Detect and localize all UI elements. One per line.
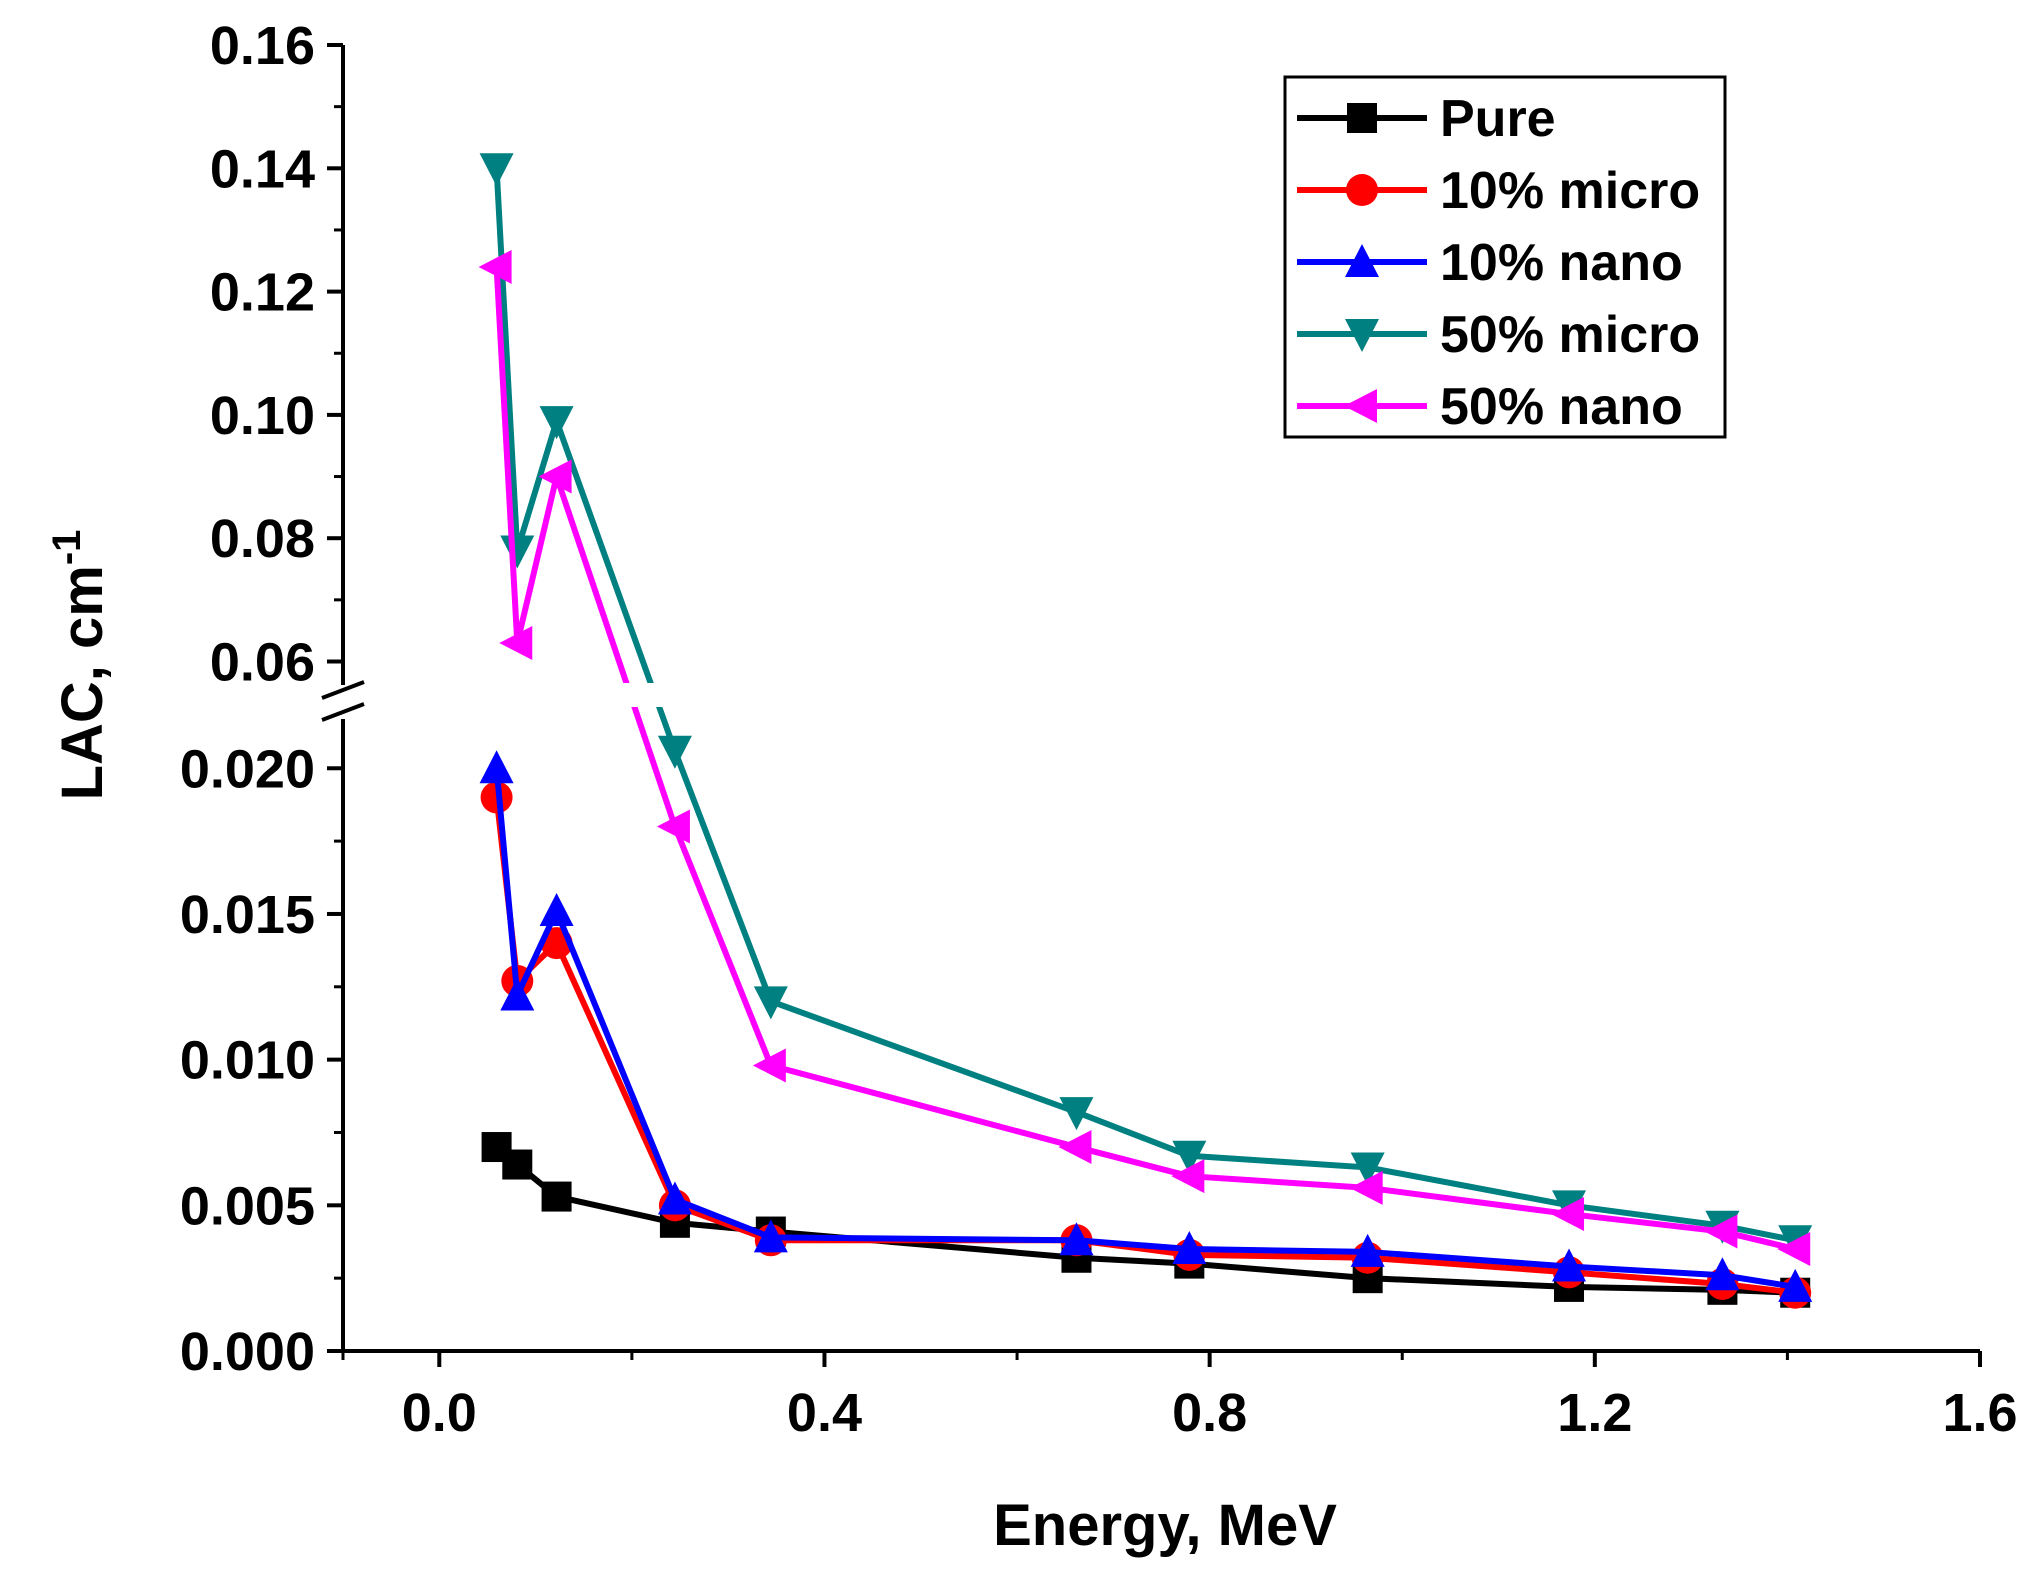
data-point <box>1777 1232 1811 1267</box>
legend-marker <box>1344 389 1377 423</box>
svg-text:LAC, cm-1: LAC, cm-1 <box>45 530 115 801</box>
y-tick-label-lower: 0.015 <box>180 885 315 945</box>
data-point <box>500 535 535 569</box>
x-tick-label: 0.0 <box>402 1383 477 1443</box>
break-gap-band <box>346 683 1983 707</box>
data-point <box>1778 1268 1813 1302</box>
data-point <box>539 406 574 440</box>
y-axis-title-main: LAC, cm <box>50 565 115 800</box>
data-point <box>752 1048 786 1083</box>
data-point <box>1349 1170 1383 1205</box>
data-point <box>1172 1140 1207 1174</box>
y-tick-label-upper: 0.12 <box>210 263 315 323</box>
legend-item: 50% nano <box>1297 378 1683 436</box>
series-layer <box>346 153 1983 1309</box>
y-tick-label-lower: 0.000 <box>180 1322 315 1382</box>
y-tick-label-lower: 0.005 <box>180 1176 315 1236</box>
data-point <box>479 750 514 784</box>
x-tick-label: 0.4 <box>787 1383 862 1443</box>
data-point <box>541 1181 572 1212</box>
x-tick-label: 1.2 <box>1557 1383 1632 1443</box>
data-point <box>539 893 574 927</box>
y-tick-label-upper: 0.14 <box>210 139 315 199</box>
legend-label: 10% micro <box>1440 162 1700 220</box>
ticks-layer: 0.0 0.4 0.8 1.2 1.6 0.000 0.005 0.010 0.015 0.020… <box>180 16 2018 1443</box>
data-point <box>1058 1130 1092 1165</box>
legend-label: 50% nano <box>1440 378 1683 436</box>
y-tick-label-lower: 0.020 <box>180 739 315 799</box>
data-point <box>1350 1152 1385 1186</box>
y-tick-label-lower: 0.010 <box>180 1031 315 1091</box>
y-tick-label-upper: 0.06 <box>210 633 315 693</box>
legend-marker <box>1347 103 1377 133</box>
data-point <box>1552 1248 1587 1282</box>
x-axis-title: Energy, MeV <box>993 1493 1337 1558</box>
legend-label: 50% micro <box>1440 306 1700 364</box>
legend-item: Pure <box>1297 90 1556 148</box>
data-point <box>657 1181 692 1215</box>
y-tick-label-upper: 0.10 <box>210 386 315 446</box>
legend-item: 10% micro <box>1297 162 1700 220</box>
legend-label: 10% nano <box>1440 234 1683 292</box>
data-point <box>1172 1231 1207 1265</box>
data-point <box>657 735 692 769</box>
data-point <box>478 249 512 284</box>
axis-break-slash-upper <box>321 680 365 700</box>
data-point <box>1704 1214 1738 1249</box>
y-axis-title-superscript: -1 <box>45 530 89 566</box>
series-50-micro <box>479 153 1813 1259</box>
legend-marker <box>1345 319 1379 352</box>
y-tick-label-upper: 0.08 <box>210 509 315 569</box>
legend-item: 10% nano <box>1297 234 1683 292</box>
y-axis-title: LAC, cm-1 <box>45 530 115 801</box>
data-point <box>500 977 535 1011</box>
legend-label: Pure <box>1440 90 1556 148</box>
data-point <box>1350 1233 1385 1267</box>
data-point <box>499 626 533 661</box>
data-point <box>538 459 572 494</box>
legend-marker <box>1345 244 1379 277</box>
data-point <box>479 153 514 187</box>
axis-break-mark <box>321 680 365 722</box>
data-point <box>1059 1222 1094 1256</box>
legend-marker <box>1346 174 1378 206</box>
data-point <box>1059 1097 1094 1131</box>
data-point <box>753 1219 788 1253</box>
data-point <box>1705 1257 1740 1291</box>
x-tick-label: 1.6 <box>1942 1383 2017 1443</box>
series-50-nano <box>478 249 1811 1267</box>
data-point <box>502 1149 533 1180</box>
y-tick-label-upper: 0.16 <box>210 16 315 76</box>
series-10-nano <box>479 750 1813 1302</box>
data-point <box>1551 1197 1585 1232</box>
legend-items: Pure 10% micro 10% nano 50% micro 50% nano <box>1297 90 1700 436</box>
x-tick-label: 0.8 <box>1172 1383 1247 1443</box>
axis-break-slash-lower <box>321 702 365 722</box>
data-point <box>753 986 788 1020</box>
data-point <box>656 809 690 844</box>
legend-item: 50% micro <box>1297 306 1700 364</box>
data-point <box>1171 1159 1205 1194</box>
legend: Pure 10% micro 10% nano 50% micro 50% nano <box>1283 75 1727 439</box>
